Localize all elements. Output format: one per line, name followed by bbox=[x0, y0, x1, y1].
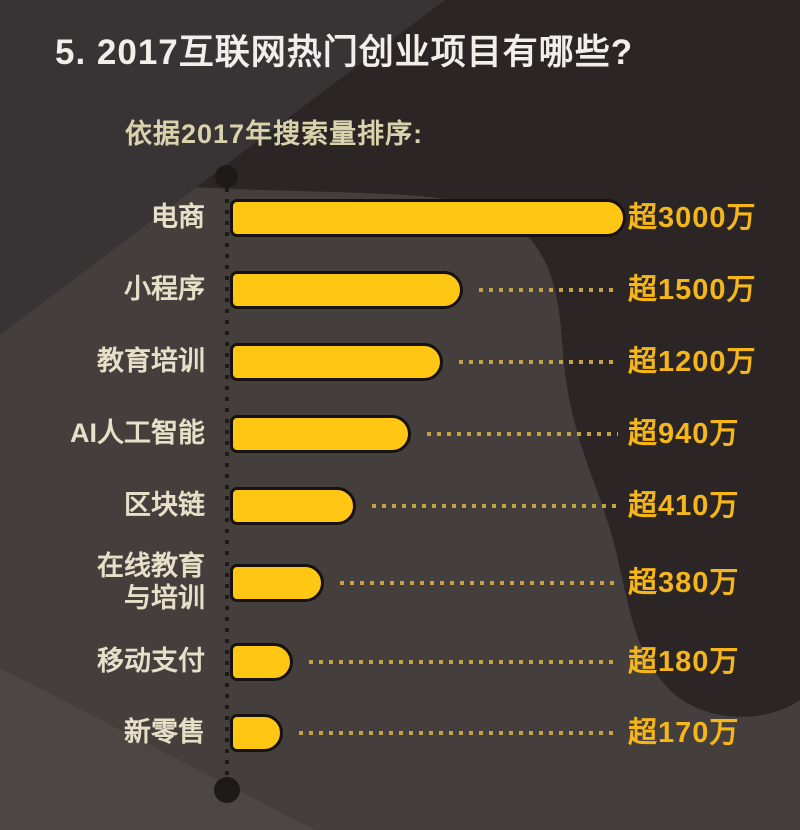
category-label: 教育培训 bbox=[97, 346, 205, 377]
chart-row: 新零售 超170万 bbox=[0, 714, 800, 752]
category-label: 新零售 bbox=[124, 717, 205, 748]
chart-row: 小程序 超1500万 bbox=[0, 271, 800, 309]
category-label: 区块链 bbox=[124, 490, 205, 521]
bar bbox=[230, 415, 411, 453]
value-label: 超180万 bbox=[628, 646, 740, 678]
bar bbox=[230, 643, 293, 681]
leader-dots bbox=[427, 432, 618, 436]
value-label: 超410万 bbox=[628, 490, 740, 522]
value-label: 超170万 bbox=[628, 717, 740, 749]
leader-dots bbox=[459, 360, 618, 364]
chart-row: 在线教育 与培训 超380万 bbox=[0, 551, 800, 613]
chart-row: 教育培训 超1200万 bbox=[0, 343, 800, 381]
axis-dotted-line bbox=[225, 177, 229, 790]
leader-dots bbox=[479, 288, 618, 292]
bar bbox=[230, 271, 463, 309]
value-label: 超1500万 bbox=[628, 274, 757, 306]
category-label: 在线教育 与培训 bbox=[97, 551, 205, 613]
chart-row: 区块链 超410万 bbox=[0, 487, 800, 525]
chart-row: AI人工智能 超940万 bbox=[0, 415, 800, 453]
axis-endpoint-top-icon bbox=[215, 165, 238, 188]
bar bbox=[230, 714, 283, 752]
chart-row: 电商 超3000万 bbox=[0, 199, 800, 237]
category-label: 小程序 bbox=[124, 274, 205, 305]
value-label: 超1200万 bbox=[628, 346, 757, 378]
value-label: 超380万 bbox=[628, 567, 740, 599]
chart-subtitle: 依据2017年搜索量排序: bbox=[125, 119, 424, 149]
bar bbox=[230, 199, 626, 237]
bar bbox=[230, 343, 443, 381]
value-label: 超3000万 bbox=[628, 202, 757, 234]
leader-dots bbox=[299, 731, 618, 735]
chart-row: 移动支付 超180万 bbox=[0, 643, 800, 681]
leader-dots bbox=[372, 504, 618, 508]
category-label: 移动支付 bbox=[97, 646, 205, 677]
page-title: 5. 2017互联网热门创业项目有哪些? bbox=[55, 33, 634, 72]
category-label: AI人工智能 bbox=[70, 418, 205, 449]
leader-dots bbox=[340, 581, 618, 585]
leader-dots bbox=[309, 660, 618, 664]
bar bbox=[230, 487, 356, 525]
category-label: 电商 bbox=[151, 202, 205, 233]
axis-endpoint-bottom-icon bbox=[214, 777, 240, 803]
value-label: 超940万 bbox=[628, 418, 740, 450]
bar bbox=[230, 564, 324, 602]
